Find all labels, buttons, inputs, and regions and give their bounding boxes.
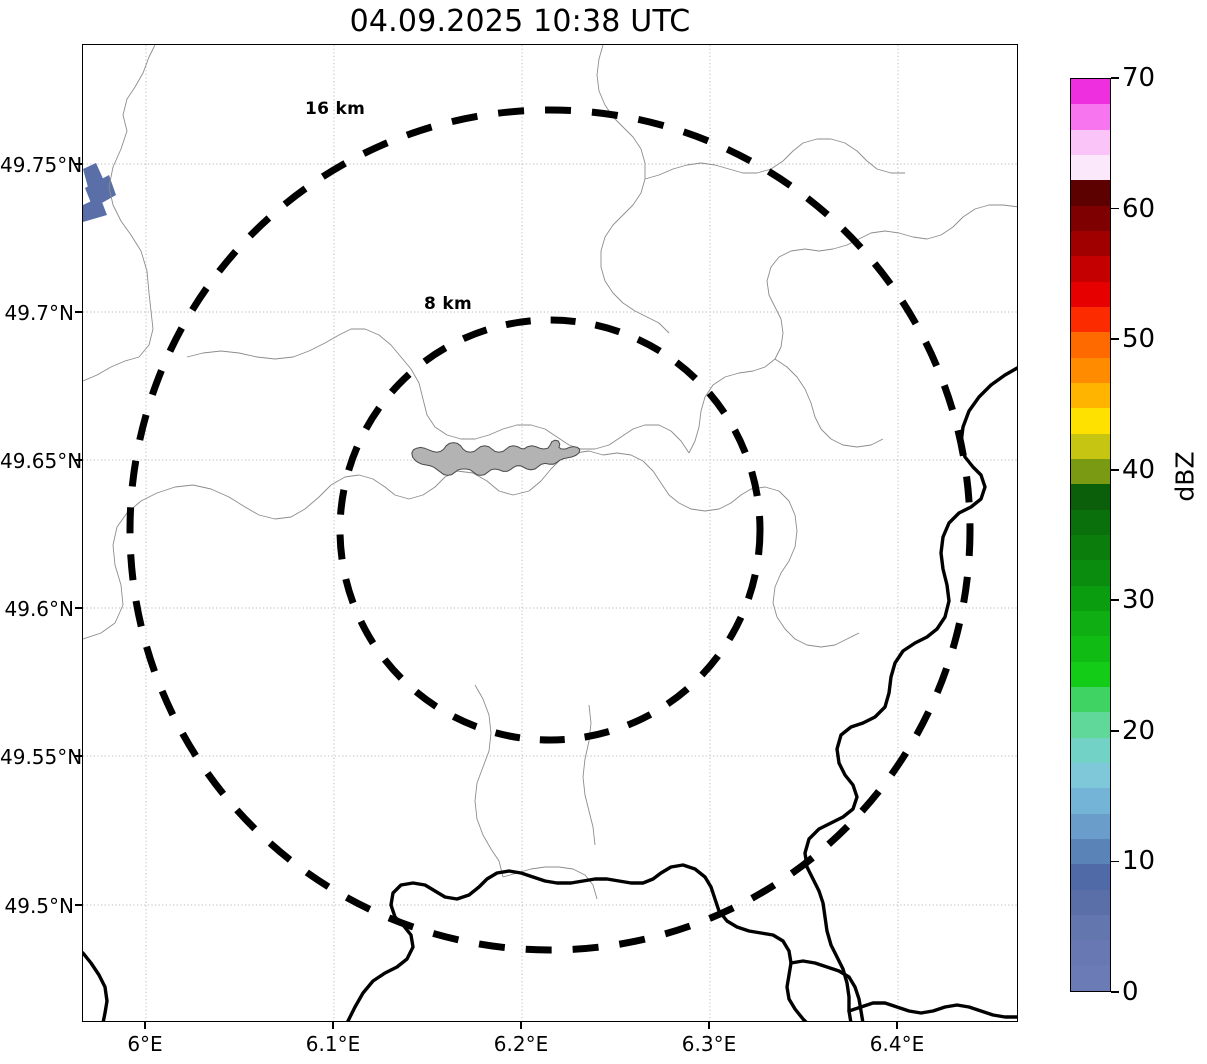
colorbar-tick-mark <box>1111 338 1119 340</box>
range-ring-16km <box>126 106 974 954</box>
ytick-mark-2 <box>75 459 82 461</box>
ytick-label-0: 49.75°N <box>0 153 83 177</box>
xtick-mark-3 <box>708 1022 710 1029</box>
ytick-mark-3 <box>75 607 82 609</box>
colorbar-tick-label: 40 <box>1122 454 1156 485</box>
colorbar-band <box>1071 788 1110 814</box>
national-border <box>83 366 1017 1021</box>
colorbar-tick-label: 20 <box>1122 715 1156 746</box>
colorbar-tick-label: 30 <box>1122 585 1156 616</box>
colorbar-tick-mark <box>1111 991 1119 993</box>
ytick-mark-4 <box>75 755 82 757</box>
ytick-mark-0 <box>75 163 82 165</box>
colorbar-band <box>1071 838 1110 865</box>
map-clip <box>83 45 1017 1021</box>
colorbar-band <box>1071 458 1110 485</box>
map-canvas <box>83 45 1017 1021</box>
xtick-mark-0 <box>144 1022 146 1029</box>
ytick-mark-1 <box>75 311 82 313</box>
colorbar-band <box>1071 256 1110 282</box>
colorbar-band <box>1071 585 1110 611</box>
grid-lines <box>83 45 1017 1021</box>
colorbar-tick-mark <box>1111 77 1119 79</box>
colorbar-band <box>1071 306 1110 333</box>
colorbar-band <box>1071 129 1110 155</box>
colorbar-band <box>1071 534 1110 561</box>
colorbar-band <box>1071 79 1110 105</box>
xtick-mark-1 <box>332 1022 334 1029</box>
colorbar-band <box>1071 357 1110 383</box>
colorbar-band <box>1071 180 1110 206</box>
ytick-label-3: 49.6°N <box>4 597 75 621</box>
xtick-mark-2 <box>520 1022 522 1029</box>
range-rings <box>126 106 974 954</box>
colorbar-band <box>1071 408 1110 434</box>
admin-boundaries <box>83 45 1017 900</box>
colorbar-band <box>1071 433 1110 459</box>
xtick-label-1: 6.1°E <box>305 1032 361 1056</box>
colorbar-band <box>1071 382 1110 409</box>
colorbar-tick-label: 0 <box>1122 977 1139 1007</box>
colorbar-label: dBZ <box>1170 451 1200 502</box>
colorbar-tick-label: 50 <box>1122 324 1156 355</box>
colorbar-band <box>1071 560 1110 586</box>
colorbar-band <box>1071 484 1110 510</box>
colorbar-tick-label: 70 <box>1122 63 1156 93</box>
colorbar-band <box>1071 205 1110 231</box>
colorbar-band <box>1071 281 1110 307</box>
ytick-label-2: 49.65°N <box>0 449 83 473</box>
colorbar-tick-mark <box>1111 468 1119 471</box>
xtick-label-4: 6.4°E <box>869 1032 925 1056</box>
colorbar-band <box>1071 154 1110 181</box>
colorbar-band <box>1071 332 1110 358</box>
colorbar-tick-mark <box>1111 860 1119 863</box>
colorbar-band <box>1071 940 1110 966</box>
colorbar-band <box>1071 914 1110 941</box>
city-polygon <box>411 439 581 476</box>
colorbar-band <box>1071 889 1110 915</box>
xtick-mark-4 <box>896 1022 898 1029</box>
colorbar-tick-label: 10 <box>1122 846 1156 877</box>
xtick-label-2: 6.2°E <box>493 1032 549 1056</box>
radar-echo-cells <box>83 163 116 222</box>
range-ring-label-16km: 16 km <box>305 99 366 119</box>
range-ring-label-8km: 8 km <box>424 294 472 314</box>
colorbar-band <box>1071 610 1110 637</box>
colorbar-band <box>1071 965 1110 991</box>
colorbar-tick-mark <box>1111 599 1119 602</box>
colorbar-band <box>1071 762 1110 789</box>
xtick-label-3: 6.3°E <box>681 1032 737 1056</box>
colorbar-band <box>1071 636 1110 662</box>
colorbar-tick-mark <box>1111 207 1119 210</box>
colorbar-band <box>1071 686 1110 713</box>
colorbar-band <box>1071 661 1110 687</box>
colorbar-band <box>1071 104 1110 130</box>
colorbar-band <box>1071 864 1110 890</box>
range-ring-8km <box>336 316 764 744</box>
ytick-label-1: 49.7°N <box>4 301 75 325</box>
colorbar-band <box>1071 230 1110 257</box>
page-title: 04.09.2025 10:38 UTC <box>349 4 691 39</box>
colorbar-tick-label: 60 <box>1122 193 1156 224</box>
xtick-label-0: 6°E <box>127 1032 163 1056</box>
colorbar[interactable] <box>1070 78 1111 992</box>
colorbar-band <box>1071 712 1110 738</box>
colorbar-tick-mark <box>1111 730 1119 732</box>
map-plot-area[interactable] <box>82 44 1018 1022</box>
colorbar-band <box>1071 509 1110 535</box>
colorbar-band <box>1071 813 1110 839</box>
ytick-label-4: 49.55°N <box>0 745 83 769</box>
ytick-label-5: 49.5°N <box>4 894 75 918</box>
ytick-mark-5 <box>75 904 82 906</box>
colorbar-band <box>1071 737 1110 763</box>
